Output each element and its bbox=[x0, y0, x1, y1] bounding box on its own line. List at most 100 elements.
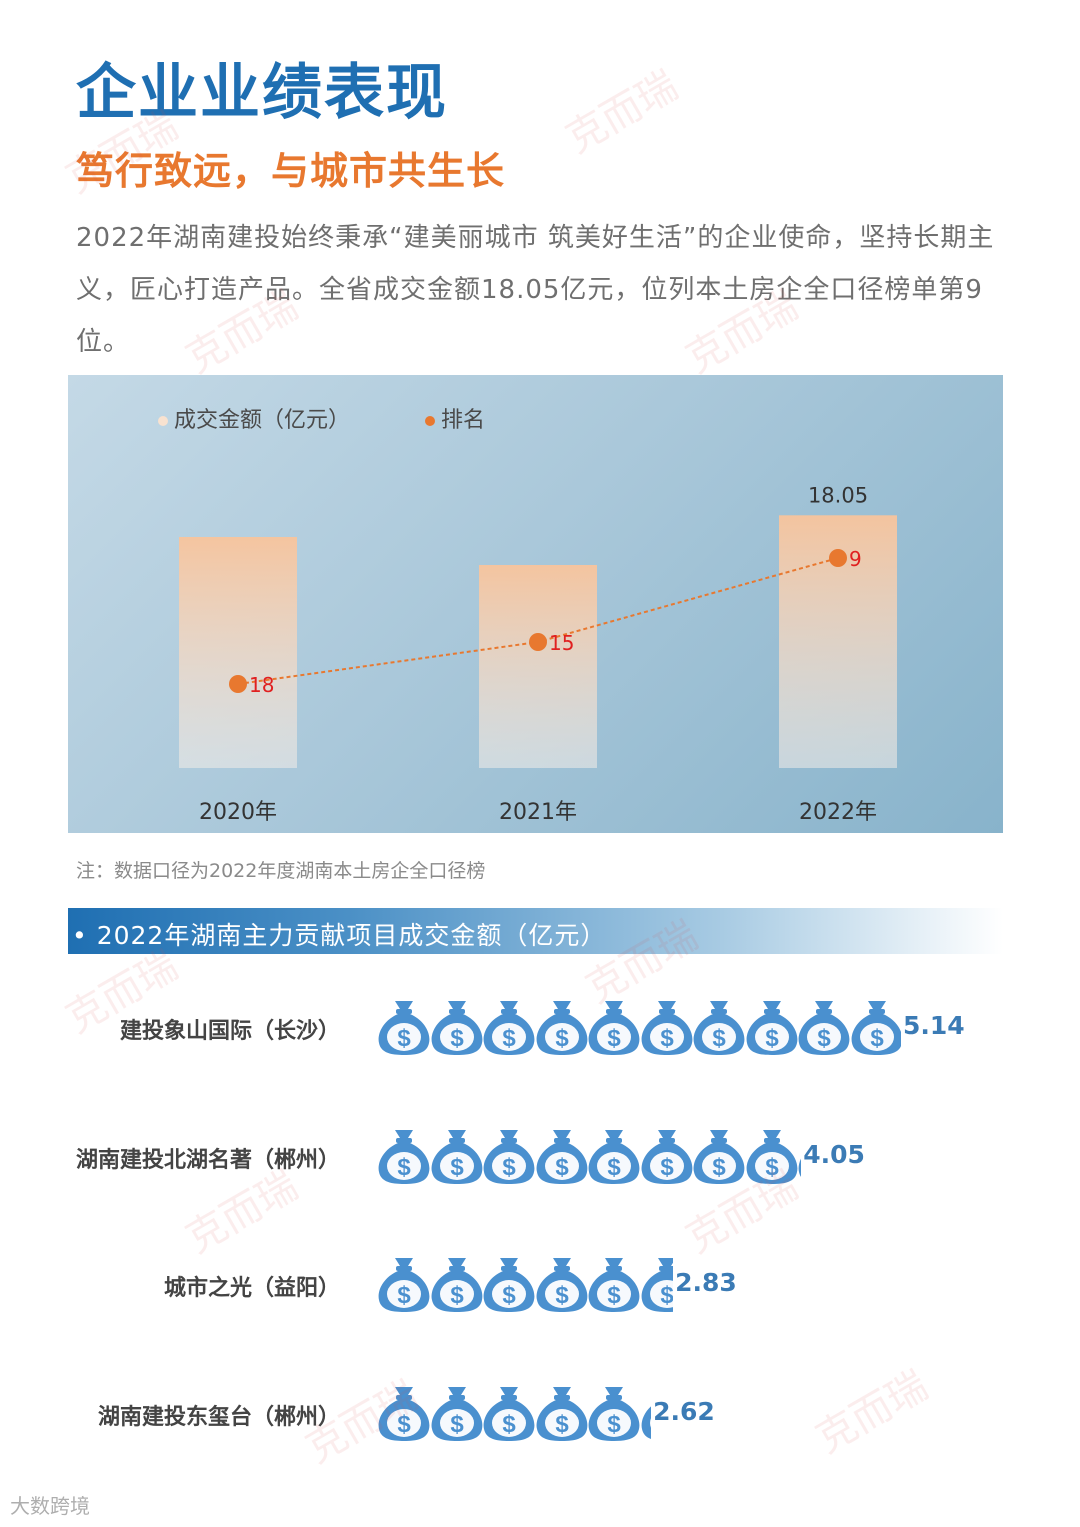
watermark: 克而瑞 bbox=[558, 62, 686, 163]
svg-text:$: $ bbox=[397, 1282, 411, 1309]
money-bag-icon: $ bbox=[744, 1126, 800, 1188]
svg-text:$: $ bbox=[607, 1025, 621, 1052]
money-bag-icon: $ bbox=[534, 1126, 590, 1188]
rank-point bbox=[529, 633, 547, 651]
money-bag-icon: $ bbox=[639, 1126, 695, 1188]
project-label: 建投象山国际（长沙） bbox=[119, 1019, 340, 1044]
money-bag-icon: $ bbox=[534, 1254, 590, 1316]
legend-label-amount: 成交金额（亿元） bbox=[174, 408, 351, 433]
svg-text:$: $ bbox=[555, 1282, 569, 1309]
svg-text:$: $ bbox=[450, 1025, 464, 1052]
svg-text:$: $ bbox=[502, 1154, 516, 1181]
svg-text:$: $ bbox=[450, 1154, 464, 1181]
intro-paragraph: 2022年湖南建投始终秉承“建美丽城市 筑美好生活”的企业使命，坚持长期主义，匠… bbox=[76, 223, 995, 357]
money-bag-icon: $ bbox=[429, 1254, 485, 1316]
svg-text:$: $ bbox=[870, 1025, 884, 1052]
bar-chart: 2020年 2021年 2022年 18.05 18 15 9 bbox=[179, 483, 897, 825]
legend-item-rank: 排名 bbox=[425, 402, 485, 434]
watermark: 克而瑞 bbox=[808, 1362, 936, 1463]
money-bag-icon: $ bbox=[376, 1126, 432, 1188]
svg-text:$: $ bbox=[607, 1411, 621, 1438]
section-title-text: 2022年湖南主力贡献项目成交金额（亿元） bbox=[96, 921, 607, 950]
money-bag-icon: $ bbox=[481, 997, 537, 1059]
svg-text:$: $ bbox=[397, 1025, 411, 1052]
svg-text:$: $ bbox=[502, 1282, 516, 1309]
money-bag-icon: $ bbox=[586, 1383, 642, 1445]
svg-text:$: $ bbox=[502, 1411, 516, 1438]
svg-text:$: $ bbox=[660, 1282, 673, 1309]
money-bag-icon: $ bbox=[429, 1126, 485, 1188]
svg-text:$: $ bbox=[397, 1411, 411, 1438]
page-title: 企业业绩表现 bbox=[76, 58, 448, 128]
money-bag-icon: $ bbox=[481, 1254, 537, 1316]
money-bag-icon: $ bbox=[586, 1254, 642, 1316]
money-bag-icon: $ bbox=[639, 997, 695, 1059]
project-value-label: 2.62 bbox=[653, 1397, 715, 1426]
money-bag-row: $ $ $ $ $ $ $ $ $ bbox=[376, 1124, 802, 1188]
svg-text:$: $ bbox=[660, 1025, 674, 1052]
watermark: 克而瑞 bbox=[298, 1372, 426, 1473]
money-bag-icon: $ bbox=[639, 1383, 652, 1445]
section-header-bar bbox=[68, 908, 1003, 954]
svg-text:$: $ bbox=[555, 1025, 569, 1052]
money-bag-icon: $ bbox=[429, 997, 485, 1059]
project-label: 城市之光（益阳） bbox=[163, 1276, 340, 1301]
money-bag-row: $ $ $ $ $ $ bbox=[376, 1252, 674, 1316]
project-value-label: 5.14 bbox=[903, 1011, 965, 1040]
project-label: 湖南建投东玺台（郴州） bbox=[97, 1405, 340, 1430]
brand-logo: 大数跨境 bbox=[10, 1494, 90, 1518]
svg-text:$: $ bbox=[607, 1154, 621, 1181]
bar-value-label: 18.05 bbox=[808, 483, 868, 507]
money-bag-icon: $ bbox=[691, 1126, 747, 1188]
money-bag-icon: $ bbox=[534, 1383, 590, 1445]
money-bag-icon: $ bbox=[744, 997, 800, 1059]
legend-swatch-rank bbox=[425, 416, 435, 426]
money-bag-icon: $ bbox=[796, 1126, 802, 1188]
svg-text:$: $ bbox=[712, 1154, 726, 1181]
bar-chart-panel: 2020年 2021年 2022年 18.05 18 15 9 bbox=[68, 375, 1003, 833]
chart-note: 注：数据口径为2022年度湖南本土房企全口径榜 bbox=[76, 860, 486, 882]
svg-text:$: $ bbox=[765, 1154, 779, 1181]
svg-text:$: $ bbox=[502, 1025, 516, 1052]
svg-text:$: $ bbox=[555, 1154, 569, 1181]
x-tick-label: 2020年 bbox=[199, 800, 277, 825]
rank-point bbox=[829, 549, 847, 567]
svg-text:$: $ bbox=[397, 1154, 411, 1181]
money-bag-icon: $ bbox=[376, 1254, 432, 1316]
money-bag-icon: $ bbox=[376, 1383, 432, 1445]
money-bag-icon: $ bbox=[376, 997, 432, 1059]
rank-label: 18 bbox=[249, 673, 274, 697]
money-bag-row: $ $ $ $ $ $ $ $ $ $ bbox=[376, 995, 901, 1059]
rank-point bbox=[229, 675, 247, 693]
x-tick-label: 2022年 bbox=[799, 800, 877, 825]
legend-swatch-amount bbox=[158, 416, 168, 426]
bar-amount bbox=[479, 565, 597, 768]
money-bag-icon: $ bbox=[639, 1254, 674, 1316]
money-bag-icon: $ bbox=[481, 1126, 537, 1188]
money-bag-icon: $ bbox=[586, 1126, 642, 1188]
project-value-label: 4.05 bbox=[803, 1140, 865, 1169]
svg-text:$: $ bbox=[607, 1282, 621, 1309]
svg-text:$: $ bbox=[660, 1154, 674, 1181]
svg-text:$: $ bbox=[450, 1411, 464, 1438]
svg-text:$: $ bbox=[817, 1025, 831, 1052]
money-bag-icon: $ bbox=[691, 997, 747, 1059]
bar-amount bbox=[179, 537, 297, 768]
svg-text:$: $ bbox=[555, 1411, 569, 1438]
project-value-label: 2.83 bbox=[675, 1268, 737, 1297]
money-bag-row: $ $ $ $ $ $ bbox=[376, 1381, 652, 1445]
money-bag-icon: $ bbox=[481, 1383, 537, 1445]
money-bag-icon: $ bbox=[586, 997, 642, 1059]
section-title: • 2022年湖南主力贡献项目成交金额（亿元） bbox=[72, 921, 607, 950]
svg-text:$: $ bbox=[765, 1025, 779, 1052]
rank-label: 15 bbox=[549, 631, 574, 655]
money-bag-icon: $ bbox=[534, 997, 590, 1059]
page-subtitle: 笃行致远，与城市共生长 bbox=[76, 149, 506, 193]
svg-text:$: $ bbox=[712, 1025, 726, 1052]
money-bag-icon: $ bbox=[429, 1383, 485, 1445]
svg-text:$: $ bbox=[450, 1282, 464, 1309]
money-bag-icon: $ bbox=[796, 997, 852, 1059]
legend-label-rank: 排名 bbox=[441, 408, 486, 433]
x-tick-label: 2021年 bbox=[499, 800, 577, 825]
rank-label: 9 bbox=[849, 547, 862, 571]
